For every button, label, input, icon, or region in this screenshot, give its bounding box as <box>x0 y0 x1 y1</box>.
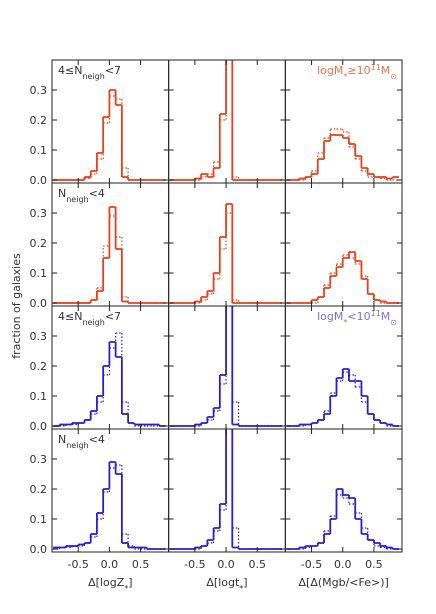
y-tick-label: 0.3 <box>30 453 48 466</box>
text-part: <4 <box>89 433 105 446</box>
text-part: neigh <box>82 318 104 327</box>
text-part: neigh <box>66 195 88 204</box>
y-tick-label: 0.3 <box>30 207 48 220</box>
annotation: Nneigh<4 <box>58 433 105 450</box>
text-part: <10 <box>347 310 370 323</box>
annotation: 4≤Nneigh<7 <box>58 64 121 81</box>
text-part: * <box>124 584 128 593</box>
annotation: 4≤Nneigh<7 <box>58 310 121 327</box>
x-tick-label: 0.5 <box>249 558 267 571</box>
x-tick-label: 0.5 <box>132 558 150 571</box>
x-tick-label: -0.5 <box>67 558 88 571</box>
x-tick-label: 0.0 <box>217 558 235 571</box>
text-part: * <box>343 318 347 327</box>
text-part: 4≤N <box>58 64 82 77</box>
panel <box>169 429 283 550</box>
text-part: M <box>381 64 391 77</box>
x-tick-label: -0.5 <box>301 558 322 571</box>
text-part: * <box>343 72 347 81</box>
text-part: ≥10 <box>347 64 370 77</box>
x-tick-label: -0.5 <box>184 558 205 571</box>
panel <box>53 206 166 304</box>
y-tick-label: 0.0 <box>30 420 48 433</box>
text-part: logM <box>317 64 343 77</box>
y-tick-label: 0.1 <box>30 144 48 157</box>
x-axis-label: Δ[logZ*] <box>88 576 132 593</box>
y-tick-label: 0.1 <box>30 390 48 403</box>
panel-frame <box>168 428 286 553</box>
panel-frame <box>51 59 170 184</box>
text-part: Δ[Δ(Mgb/<Fe>)] <box>299 576 389 589</box>
text-part: 11 <box>371 309 381 318</box>
y-tick-label: 0.1 <box>30 513 48 526</box>
annotation: logM*<1011M⊙ <box>317 309 397 327</box>
y-tick-label: 0.3 <box>30 330 48 343</box>
x-axis-label: Δ[logt*] <box>206 576 247 593</box>
text-part: logM <box>317 310 343 323</box>
text-part: <7 <box>105 310 121 323</box>
annotation: logM*≥1011M⊙ <box>317 63 397 81</box>
panel <box>286 368 399 427</box>
text-part: Δ[logZ <box>88 576 125 589</box>
panel <box>286 488 399 550</box>
panel-frame <box>168 305 286 430</box>
y-tick-label: 0.2 <box>30 114 48 127</box>
text-part: ⊙ <box>390 318 397 327</box>
panel-frame <box>51 305 170 430</box>
y-tick-label: 0.1 <box>30 267 48 280</box>
text-part: N <box>58 187 66 200</box>
panel <box>286 128 399 181</box>
panel <box>286 251 399 304</box>
y-tick-label: 0.3 <box>30 84 48 97</box>
text-part: ] <box>243 576 247 589</box>
text-part: neigh <box>82 72 104 81</box>
y-tick-label: 0.0 <box>30 174 48 187</box>
x-tick-label: 0.0 <box>101 558 119 571</box>
y-tick-label: 0.2 <box>30 483 48 496</box>
y-axis-label: fraction of galaxies <box>10 253 23 359</box>
y-tick-label: 0.0 <box>30 543 48 556</box>
annotation: Nneigh<4 <box>58 187 105 204</box>
panel-frame <box>168 182 286 307</box>
text-part: neigh <box>66 441 88 450</box>
text-part: N <box>58 433 66 446</box>
text-part: Δ[logt <box>206 576 240 589</box>
text-part: <4 <box>89 187 105 200</box>
y-tick-label: 0.0 <box>30 297 48 310</box>
panel <box>169 306 283 427</box>
x-axis-label: Δ[Δ(Mgb/<Fe>)] <box>299 576 389 589</box>
panel <box>169 60 283 181</box>
panel-frame <box>168 59 286 184</box>
text-part: ⊙ <box>390 72 397 81</box>
text-part: 11 <box>371 63 381 72</box>
text-part: 4≤N <box>58 310 82 323</box>
panel-frame <box>284 428 403 553</box>
panel <box>53 89 166 181</box>
text-part: ] <box>128 576 132 589</box>
y-tick-label: 0.2 <box>30 360 48 373</box>
x-tick-label: 0.5 <box>365 558 383 571</box>
panel-frame <box>284 182 403 307</box>
x-tick-label: 0.0 <box>334 558 352 571</box>
y-tick-label: 0.2 <box>30 237 48 250</box>
text-part: * <box>239 584 243 593</box>
panel <box>53 461 166 550</box>
text-part: <7 <box>105 64 121 77</box>
panel <box>169 203 283 304</box>
panel <box>53 332 166 427</box>
text-part: M <box>381 310 391 323</box>
